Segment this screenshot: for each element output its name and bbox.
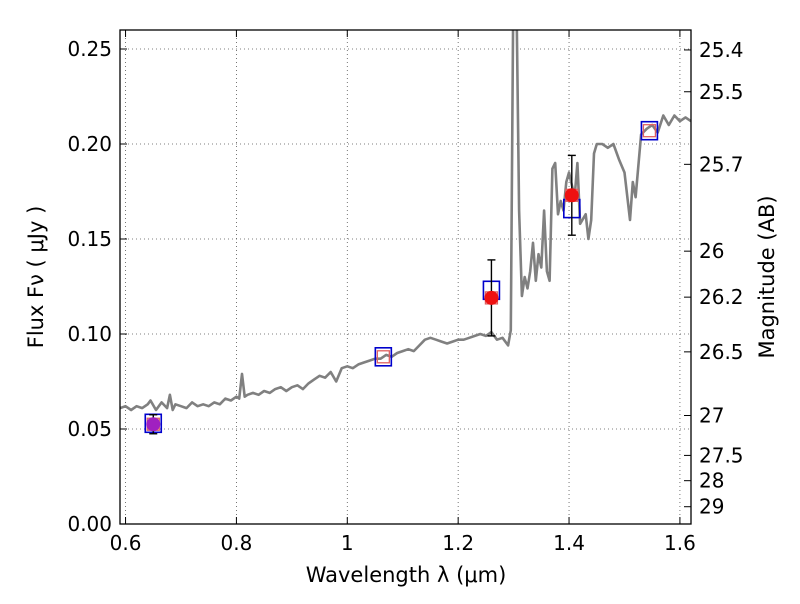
obs-square [376,350,390,364]
y-tick-label: 0.25 [67,37,112,61]
model-square [374,346,393,367]
right-tick-label: 29 [699,495,724,519]
x-tick-label: 0.8 [221,531,253,555]
right-tick-label: 25.5 [699,80,744,104]
right-tick-label: 25.7 [699,152,744,176]
grid-layer [120,30,691,525]
right-tick-label: 26.2 [699,285,744,309]
y-tick-label: 0.10 [67,322,112,346]
right-axis-title: Magnitude (AB) [755,195,779,358]
ticks-layer [120,30,691,525]
observed-point [146,417,161,432]
y-axis-title: Flux Fν ( μJy ) [24,206,48,349]
points-layer [144,120,659,435]
labels-layer: 0.6 0.8 1 1.2 1.4 1.6 0.00 0.05 0.10 0.15 0.20 0.25… [67,37,743,555]
spectrum-layer [120,30,691,412]
right-tick-label: 28 [699,469,724,493]
model-square [640,120,659,141]
right-tick-label: 27 [699,404,724,428]
observed-point [564,188,579,203]
y-tick-label: 0.00 [67,512,112,536]
obs-square [642,124,657,138]
right-tick-label: 25.4 [699,38,744,62]
x-axis-title: Wavelength λ (μm) [306,563,507,587]
x-tick-label: 0.6 [110,531,142,555]
x-tick-label: 1.2 [442,531,474,555]
y-tick-label: 0.05 [67,417,112,441]
y-tick-label: 0.20 [67,132,112,156]
x-tick-label: 1.4 [553,531,585,555]
x-tick-label: 1 [341,531,354,555]
y-tick-label: 0.15 [67,227,112,251]
right-tick-label: 26.5 [699,340,744,364]
right-tick-label: 27.5 [699,443,744,467]
model-spectrum-line [120,30,691,412]
right-tick-label: 26 [699,239,724,263]
x-tick-label: 1.6 [664,531,696,555]
plot-frame [119,29,692,525]
observed-point [484,290,499,305]
